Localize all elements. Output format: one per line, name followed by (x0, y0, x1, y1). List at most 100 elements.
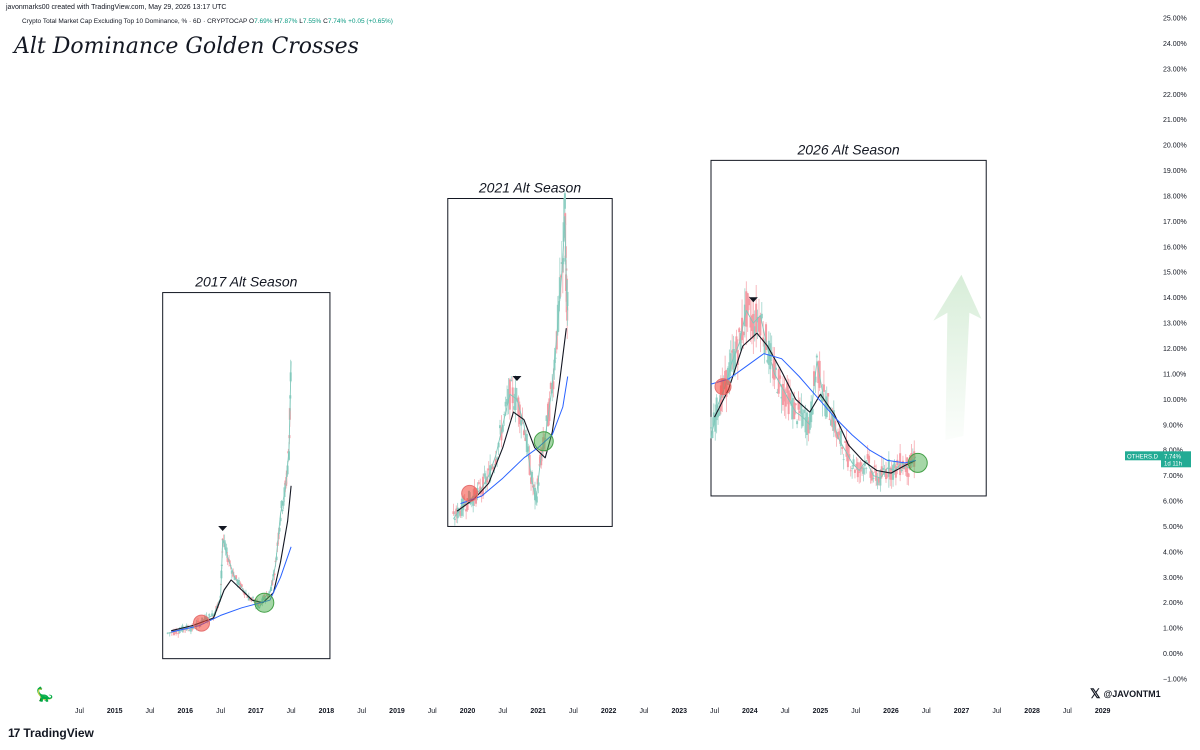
price-candle-body (503, 414, 506, 416)
price-candle-body (798, 410, 801, 414)
golden-cross-marker (533, 431, 554, 452)
tradingview-logo-icon: 17 (8, 726, 20, 740)
price-candle-body (817, 361, 820, 384)
price-candle-body (894, 465, 897, 478)
projection-arrow (933, 274, 982, 441)
x-logo-icon: 𝕏 (1090, 686, 1101, 701)
season-box (710, 159, 987, 497)
price-candle-body (765, 324, 768, 350)
x-tick-label: 2015 (107, 708, 123, 715)
price-candle-body (883, 471, 886, 475)
price-candle-body (825, 396, 828, 418)
price-candle-body (869, 471, 872, 478)
price-candle-body (791, 397, 794, 420)
price-candle-body (175, 629, 178, 634)
price-candle-body (841, 447, 844, 449)
price-candle-body (793, 402, 796, 420)
ohlc-open-label: O (249, 18, 255, 25)
price-candle-body (877, 477, 880, 483)
price-candle-body (177, 633, 180, 635)
sma_slow-line (460, 376, 569, 505)
y-tick-label: 3.00% (1163, 575, 1183, 582)
price-candle-body (188, 630, 191, 632)
price-candle-body (279, 517, 282, 522)
price-line (167, 361, 292, 634)
ohlc-high: 7.87% (279, 18, 298, 25)
sma_slow-line (710, 353, 916, 464)
price-candle-body (838, 431, 841, 436)
price-candle-body (732, 349, 735, 373)
price-candle-body (786, 382, 789, 394)
price-candle-body (866, 454, 869, 459)
x-tick-label: 2023 (671, 708, 687, 715)
price-candle-body (766, 359, 769, 363)
price-candle-body (282, 501, 285, 506)
x-tick-label: Jul (75, 708, 84, 715)
season-box-label: 2026 Alt Season (796, 141, 899, 157)
season-box (447, 198, 613, 527)
price-candle-body (288, 451, 291, 460)
y-tick-label: 8.00% (1163, 448, 1183, 455)
price-candle-body (477, 482, 480, 484)
x-tick-label: Jul (216, 708, 225, 715)
x-tick-label: Jul (498, 708, 507, 715)
price-candle-body (510, 380, 513, 382)
x-tick-label: 2018 (319, 708, 335, 715)
x-tick-label: 2026 (883, 708, 899, 715)
price-candle-body (829, 420, 832, 426)
price-candle-body (278, 527, 281, 532)
price-candle-body (839, 430, 842, 447)
price-candle-body (805, 412, 808, 435)
death-cross-marker (714, 378, 732, 396)
price-candle-body (233, 577, 236, 581)
y-tick-label: 21.00% (1163, 117, 1187, 124)
season-box-label: 2021 Alt Season (478, 180, 581, 196)
price-candle-body (527, 446, 530, 452)
price-candle-body (746, 293, 749, 315)
x-tick-label: Jul (569, 708, 578, 715)
price-candle-body (776, 391, 779, 393)
x-tick-label: 2029 (1095, 708, 1111, 715)
x-tick-label: Jul (710, 708, 719, 715)
sma_fast-line (714, 332, 916, 474)
y-tick-label: 25.00% (1163, 16, 1187, 23)
price-candle-body (249, 598, 252, 601)
y-tick-label: 7.00% (1163, 473, 1183, 480)
price-candle-body (223, 540, 226, 547)
price-candle-body (796, 421, 799, 425)
price-candle-body (772, 363, 775, 379)
price-candle-body (235, 575, 238, 580)
y-tick-label: 9.00% (1163, 422, 1183, 429)
price-candle-body (862, 467, 865, 474)
last-price-tag (1161, 451, 1191, 468)
price-candle-body (845, 441, 848, 457)
price-candle-body (280, 500, 283, 509)
price-candle-body (803, 409, 806, 414)
price-candle-body (714, 415, 717, 432)
price-candle-body (784, 394, 787, 407)
x-tick-label: Jul (922, 708, 931, 715)
price-candle-body (824, 402, 827, 417)
death-cross-marker (461, 484, 479, 502)
y-tick-label: 20.00% (1163, 143, 1187, 150)
y-tick-label: 23.00% (1163, 66, 1187, 73)
price-candle-body (882, 468, 885, 470)
price-candle-body (745, 291, 748, 327)
symbol-description: Crypto Total Market Cap Excluding Top 10… (22, 18, 248, 25)
price-candle-body (797, 400, 800, 410)
price-candle-body (774, 367, 777, 370)
price-candle-body (712, 412, 715, 426)
ohlc-open: 7.69% (254, 18, 273, 25)
price-candle-body (717, 412, 720, 418)
price-candle-body (710, 427, 713, 429)
ohlc-low: 7.55% (302, 18, 322, 25)
price-candle-body (226, 557, 229, 562)
price-candle-body (534, 493, 537, 498)
price-candle-body (715, 397, 718, 421)
price-candle-body (859, 461, 862, 472)
price-candle-body (858, 471, 861, 473)
price-candle-body (789, 392, 792, 401)
price-candle-body (780, 396, 783, 399)
price-candle-body (769, 343, 772, 370)
